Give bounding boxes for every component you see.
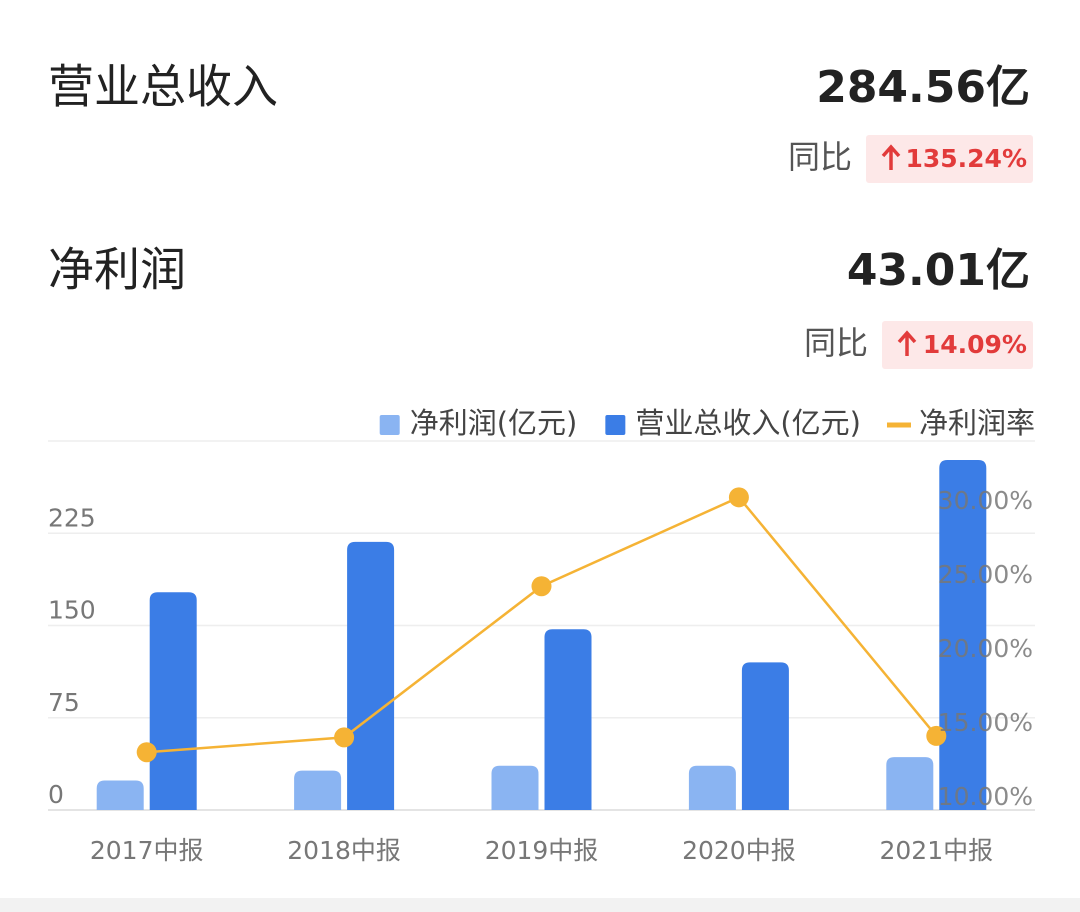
profit-value: 43.01亿 <box>847 245 1030 296</box>
revenue-value: 284.56亿 <box>816 62 1030 113</box>
x-tick-label: 2020中报 <box>682 836 796 865</box>
line-point <box>334 727 355 748</box>
y2-tick-label: 25.00% <box>938 560 1033 589</box>
profit-label: 净利润 <box>48 243 186 297</box>
up-arrow <box>897 330 917 356</box>
y-tick-label: 0 <box>48 780 64 809</box>
revenue-yoy: 135.24% <box>905 144 1027 173</box>
y-tick-label: 75 <box>48 688 80 717</box>
bar <box>347 541 395 810</box>
bar <box>939 459 987 810</box>
legend-swatch <box>379 415 400 435</box>
revenue-yoy-label: 同比 <box>788 138 852 176</box>
y-tick-label: 150 <box>48 596 96 625</box>
x-tick-label: 2021中报 <box>879 836 993 865</box>
bar <box>294 770 342 810</box>
legend-label: 净利润(亿元) <box>410 406 578 440</box>
line-point <box>926 725 947 746</box>
y2-tick-label: 15.00% <box>938 708 1033 737</box>
line-point <box>136 742 157 763</box>
bar <box>96 780 144 810</box>
footer-strip <box>0 898 1080 912</box>
chart: 0 75 150 225 2017中报 2018中报 2019中报 2020中报 2021中报 1… <box>48 406 1035 865</box>
bar <box>688 765 736 810</box>
x-tick-label: 2019中报 <box>485 836 599 865</box>
bar <box>741 662 789 810</box>
legend-swatch <box>605 415 626 435</box>
line-point <box>531 576 552 597</box>
bar <box>544 629 592 810</box>
legend-label: 营业总收入(亿元) <box>635 406 861 440</box>
y2-tick-label: 10.00% <box>938 782 1033 811</box>
revenue-yoy-badge <box>866 135 1033 183</box>
x-tick-label: 2017中报 <box>90 836 204 865</box>
y2-tick-label: 30.00% <box>938 486 1033 515</box>
bar <box>491 765 539 810</box>
x-tick-label: 2018中报 <box>287 836 401 865</box>
bar <box>149 592 197 810</box>
revenue-label: 营业总收入 <box>48 60 278 114</box>
profit-yoy: 14.09% <box>923 330 1027 359</box>
y-tick-label: 225 <box>48 503 96 532</box>
profit-yoy-label: 同比 <box>804 324 868 362</box>
up-arrow <box>881 144 901 170</box>
bar <box>886 757 934 810</box>
legend-label: 净利润率 <box>919 406 1035 440</box>
line-point <box>728 487 749 508</box>
profit-yoy-badge <box>882 321 1033 369</box>
y2-tick-label: 20.00% <box>938 634 1033 663</box>
